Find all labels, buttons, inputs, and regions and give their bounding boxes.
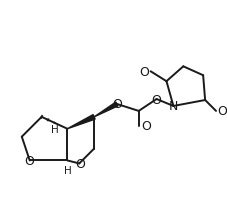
Text: O: O — [142, 120, 152, 133]
Text: H: H — [64, 166, 71, 176]
Text: O: O — [112, 98, 122, 111]
Text: O: O — [75, 157, 85, 170]
Text: N: N — [169, 100, 178, 113]
Text: O: O — [140, 65, 150, 78]
Text: O: O — [24, 154, 34, 167]
Text: O: O — [217, 105, 227, 118]
Text: O: O — [152, 93, 161, 106]
Text: H: H — [51, 124, 59, 134]
Polygon shape — [94, 103, 118, 117]
Polygon shape — [67, 115, 95, 129]
